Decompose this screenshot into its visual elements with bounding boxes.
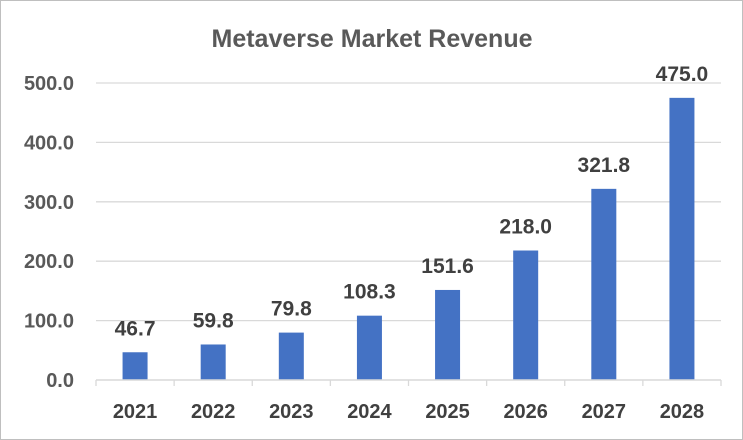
bars [122,97,695,380]
bar-2026 [513,250,539,380]
y-tick-label: 200.0 [24,251,74,273]
data-label-2025: 151.6 [421,255,474,278]
y-axis: 0.0 100.0 200.0 300.0 400.0 500.0 [24,73,74,392]
bar-2023 [278,332,304,380]
x-tick-label: 2027 [582,401,627,423]
chart-title: Metaverse Market Revenue [212,25,533,53]
data-label-2022: 59.8 [193,309,234,332]
x-axis: 2021 2022 2023 2024 2025 2026 2027 2028 [95,379,722,423]
y-tick-label: 400.0 [24,132,74,154]
y-tick-label: 300.0 [24,192,74,214]
x-tick-label: 2023 [269,401,314,423]
data-label-2028: 475.0 [656,63,709,86]
data-label-2027: 321.8 [578,154,631,177]
x-tick-label: 2022 [191,401,236,423]
y-tick-label: 500.0 [24,73,74,95]
data-labels: 46.7 59.8 79.8 108.3 151.6 218.0 321.8 475.0 [115,63,709,340]
x-tick-label: 2028 [660,401,705,423]
gridlines [96,82,721,322]
data-label-2021: 46.7 [115,317,156,340]
data-label-2024: 108.3 [343,281,396,304]
x-tick-label: 2025 [425,401,470,423]
data-label-2023: 79.8 [271,298,312,321]
bar-2027 [591,188,617,380]
bar-2028 [669,97,695,380]
x-tick-label: 2026 [503,401,548,423]
x-tick-label: 2024 [347,401,392,423]
bar-2025 [435,289,461,380]
y-tick-label: 100.0 [24,311,74,333]
data-label-2026: 218.0 [499,216,552,239]
y-tick-label: 0.0 [46,370,74,392]
bar-2021 [122,352,148,380]
bar-2024 [356,315,382,380]
x-tick-label: 2021 [113,401,158,423]
bar-2022 [200,344,226,380]
